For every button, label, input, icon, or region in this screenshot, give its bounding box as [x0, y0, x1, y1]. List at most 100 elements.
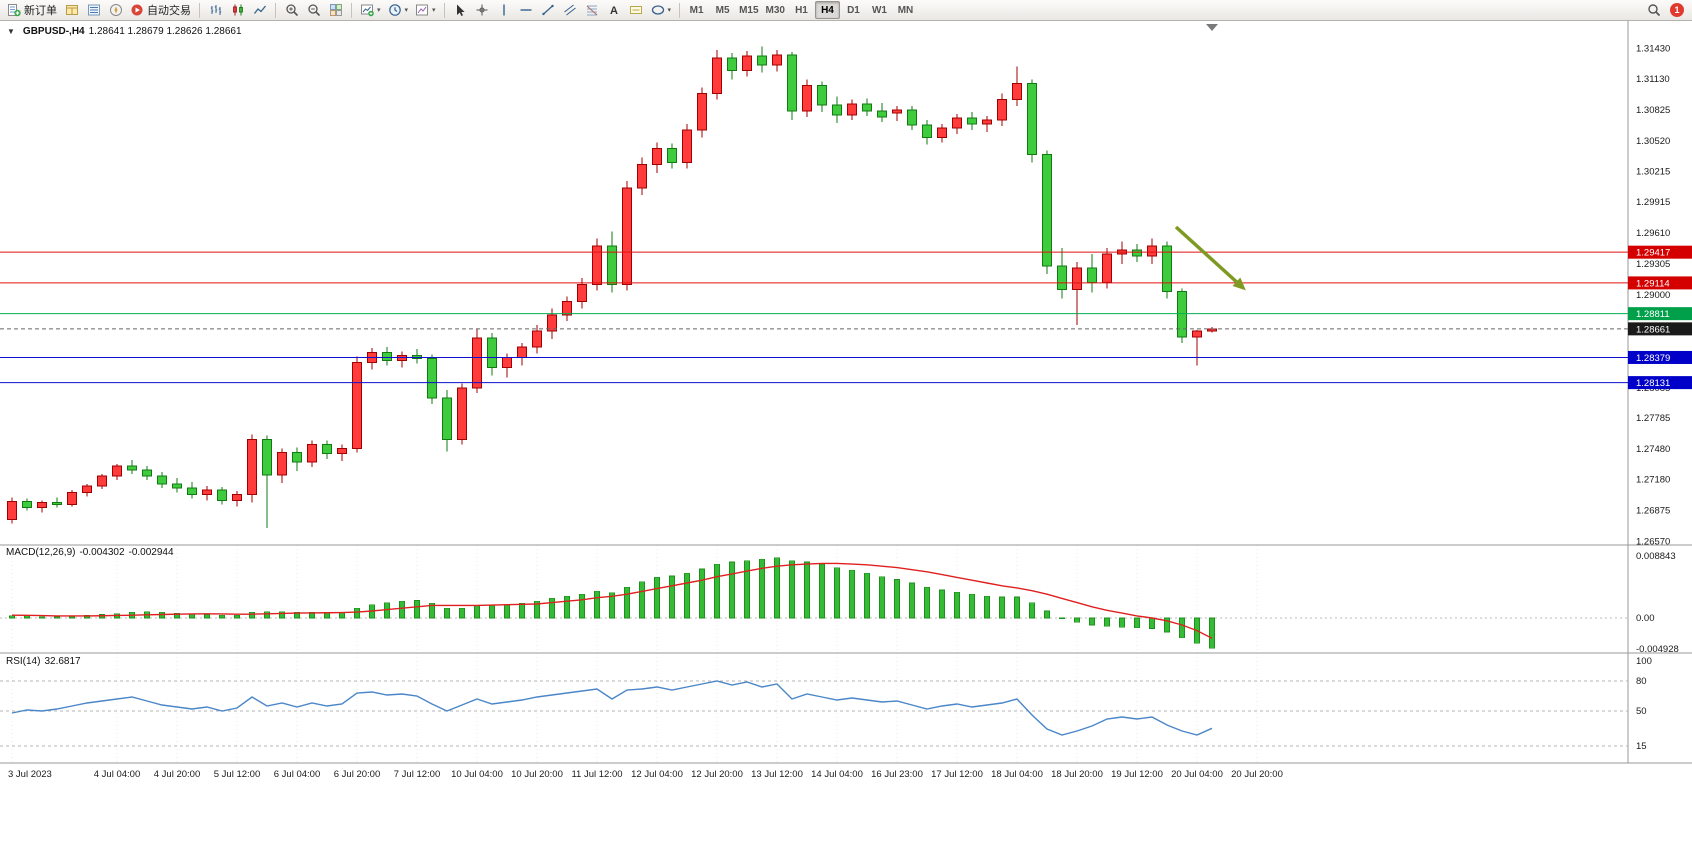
price-axis[interactable]: 1.31430 1.31130 1.30825 1.30520 1.30215 1.299… — [1636, 44, 1670, 548]
profiles-button[interactable]: ▾ — [385, 1, 412, 19]
trendline-button[interactable] — [538, 1, 559, 19]
time-axis[interactable]: 3 Jul 2023 4 Jul 04:00 4 Jul 20:00 5 Jul 12… — [8, 769, 1283, 780]
macd-histogram — [9, 557, 1215, 649]
candle — [1012, 66, 1022, 106]
svg-text:1.28379: 1.28379 — [1636, 353, 1670, 364]
dropdown-caret-icon: ▾ — [667, 6, 672, 14]
candle — [952, 113, 962, 135]
svg-text:1.27180: 1.27180 — [1636, 475, 1670, 486]
hline-icon — [519, 3, 533, 17]
horizontal-line-button[interactable] — [516, 1, 537, 19]
svg-text:1.26570: 1.26570 — [1636, 536, 1670, 547]
candle — [1192, 329, 1202, 366]
bar-chart-button[interactable] — [205, 1, 226, 19]
candle — [682, 124, 692, 169]
candle — [52, 497, 62, 508]
zoom-in-button[interactable] — [281, 1, 302, 19]
timeframe-w1-button[interactable]: W1 — [867, 1, 892, 19]
svg-text:50: 50 — [1636, 706, 1647, 717]
candle — [1147, 238, 1157, 265]
candle — [667, 143, 677, 169]
candle — [82, 484, 92, 497]
market-watch-button[interactable] — [61, 1, 82, 19]
candle — [907, 105, 917, 131]
text-label-button[interactable] — [626, 1, 647, 19]
candle — [292, 447, 302, 471]
svg-text:1.29610: 1.29610 — [1636, 228, 1670, 239]
svg-text:4 Jul 04:00: 4 Jul 04:00 — [94, 769, 140, 780]
timeframe-m15-button[interactable]: M15 — [736, 1, 761, 19]
collapse-icon[interactable] — [7, 26, 19, 37]
candle — [127, 459, 137, 475]
candle — [847, 99, 857, 121]
new-chart-button[interactable]: ▾ — [357, 1, 384, 19]
candle — [1117, 241, 1127, 265]
svg-text:12 Jul 20:00: 12 Jul 20:00 — [691, 769, 743, 780]
navigator-button[interactable] — [105, 1, 126, 19]
svg-text:1.28811: 1.28811 — [1636, 309, 1670, 320]
dropdown-caret-icon: ▾ — [377, 6, 381, 14]
timeframe-mn-button[interactable]: MN — [893, 1, 918, 19]
svg-text:12 Jul 04:00: 12 Jul 04:00 — [631, 769, 683, 780]
text-icon: A — [607, 3, 621, 17]
templates-button[interactable]: ▾ — [412, 1, 439, 19]
timeframe-m30-button[interactable]: M30 — [763, 1, 788, 19]
candle — [967, 111, 977, 131]
auto-trading-button[interactable]: 自动交易 — [127, 1, 194, 19]
svg-text:6 Jul 04:00: 6 Jul 04:00 — [274, 769, 320, 780]
vertical-line-button[interactable] — [494, 1, 515, 19]
candle — [202, 486, 212, 501]
zoom-out-button[interactable] — [303, 1, 324, 19]
support-line-green-price-tag — [1628, 307, 1692, 321]
data-window-button[interactable] — [83, 1, 104, 19]
resistance-line-2-price-tag — [1628, 276, 1692, 290]
new-order-button[interactable]: 新订单 — [4, 1, 60, 19]
timeframe-m1-button[interactable]: M1 — [684, 1, 709, 19]
support-line-blue-2-price-tag — [1628, 376, 1692, 390]
svg-text:1.28131: 1.28131 — [1636, 378, 1670, 389]
candle — [1102, 247, 1112, 289]
candle — [622, 180, 632, 291]
equidistant-channel-button[interactable] — [560, 1, 581, 19]
ohlc-values: 1.28641 1.28679 1.28626 1.28661 — [88, 26, 242, 37]
timeframe-d1-button[interactable]: D1 — [841, 1, 866, 19]
svg-text:18 Jul 20:00: 18 Jul 20:00 — [1051, 769, 1103, 780]
candles-layer — [7, 46, 1217, 528]
timeframe-m5-button[interactable]: M5 — [710, 1, 735, 19]
timeframe-h4-button[interactable]: H4 — [814, 1, 840, 19]
shapes-button[interactable]: ▾ — [648, 1, 675, 19]
line-chart-button[interactable] — [249, 1, 270, 19]
cursor-button[interactable] — [450, 1, 471, 19]
svg-text:18 Jul 04:00: 18 Jul 04:00 — [991, 769, 1043, 780]
crosshair-icon — [475, 3, 489, 17]
trend-arrow-annotation[interactable] — [1174, 225, 1246, 291]
toolbar-left-group: 新订单 自动交易 ▾ ▾ ▾ A ▾ — [4, 1, 684, 19]
rsi-axis: 100 80 50 15 — [1636, 656, 1652, 752]
timeframe-h1-button[interactable]: H1 — [789, 1, 814, 19]
crosshair-button[interactable] — [472, 1, 493, 19]
notification-badge[interactable]: 1 — [1670, 3, 1684, 17]
candle — [352, 356, 362, 453]
candle — [67, 490, 77, 507]
fibonacci-icon — [585, 3, 599, 17]
candle — [757, 46, 767, 73]
text-button[interactable]: A — [604, 1, 625, 19]
rsi-value: 32.6817 — [44, 656, 81, 667]
candle — [697, 87, 707, 138]
tile-windows-button[interactable] — [325, 1, 346, 19]
svg-text:1.29305: 1.29305 — [1636, 259, 1670, 270]
candle — [892, 105, 902, 122]
candlestick-chart-button[interactable] — [227, 1, 248, 19]
fibonacci-button[interactable] — [582, 1, 603, 19]
auto-trading-label: 自动交易 — [147, 5, 191, 17]
chart-shift-marker-icon[interactable] — [1206, 24, 1218, 31]
candle — [232, 491, 242, 507]
svg-text:1.30215: 1.30215 — [1636, 167, 1670, 178]
candle — [277, 448, 287, 484]
candle — [787, 52, 797, 121]
chart-canvas[interactable]: 1.31430 1.31130 1.30825 1.30520 1.30215 1.299… — [0, 21, 1692, 848]
candle — [832, 96, 842, 124]
search-button[interactable] — [1643, 1, 1664, 19]
grid-layer — [11, 545, 1258, 763]
svg-text:10 Jul 20:00: 10 Jul 20:00 — [511, 769, 563, 780]
